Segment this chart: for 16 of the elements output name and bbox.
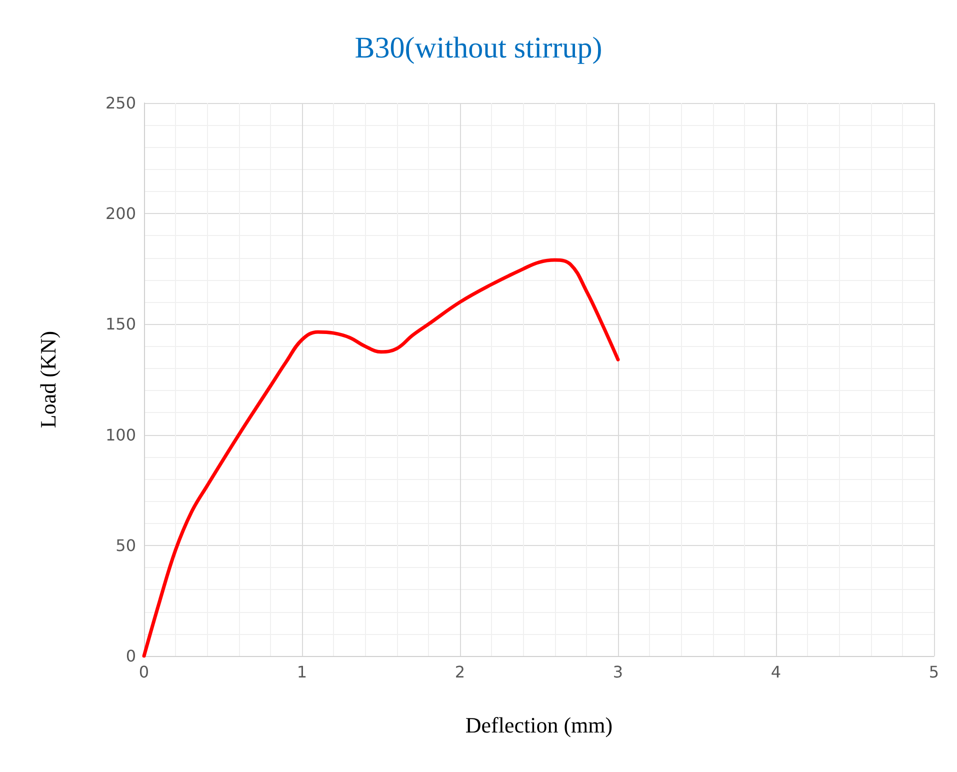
x-tick-label: 5 — [928, 662, 940, 682]
chart-title: B30(without stirrup) — [354, 32, 602, 64]
x-tick-label: 3 — [612, 662, 624, 682]
x-axis-title: Deflection (mm) — [465, 712, 613, 738]
x-tick-label: 0 — [138, 662, 150, 682]
y-tick-label: 250 — [105, 94, 136, 112]
y-tick-label: 200 — [105, 204, 136, 224]
y-tick-label: 100 — [105, 425, 136, 444]
y-axis-title: Load (KN) — [36, 330, 60, 428]
x-tick-label: 4 — [770, 662, 782, 682]
line-series — [142, 258, 620, 658]
y-tick-label: 50 — [116, 536, 136, 555]
x-tick-label: 1 — [296, 662, 308, 682]
x-tick-label: 2 — [454, 662, 466, 682]
y-tick-label: 150 — [105, 314, 136, 334]
y-tick-label: 0 — [126, 646, 136, 666]
